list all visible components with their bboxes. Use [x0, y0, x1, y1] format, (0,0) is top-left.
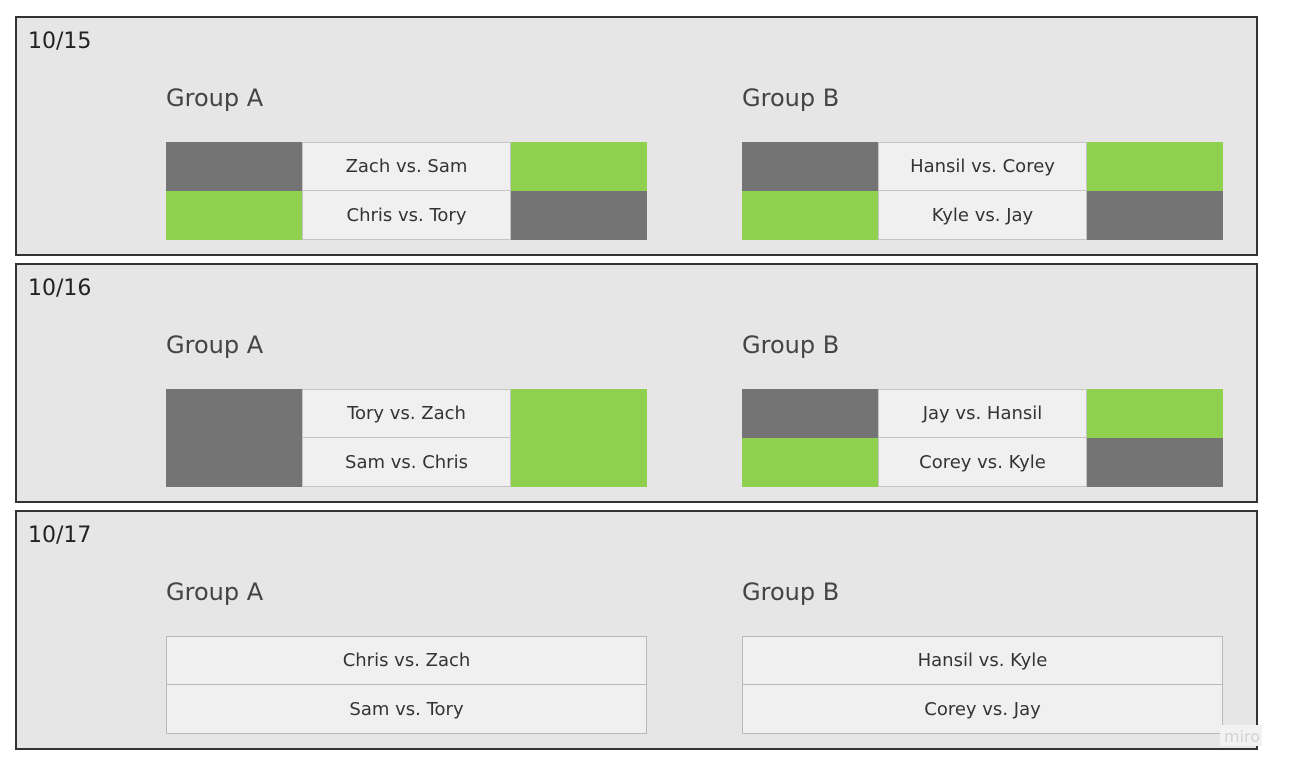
match-label: Jay vs. Hansil — [878, 389, 1087, 438]
result-right-win — [511, 389, 647, 438]
result-left-loss — [166, 142, 302, 191]
match-label: Sam vs. Chris — [302, 438, 511, 487]
match-label: Corey vs. Kyle — [878, 438, 1087, 487]
match-row: Kyle vs. Jay — [742, 191, 1223, 240]
result-right-win — [511, 142, 647, 191]
match-label: Hansil vs. Kyle — [742, 636, 1223, 685]
day-panel-10-16: 10/16 Group A Group B Tory vs. Zach Sam … — [15, 263, 1258, 503]
day-date: 10/15 — [28, 29, 92, 54]
day-panel-10-15: 10/15 Group A Group B Zach vs. Sam Chris… — [15, 16, 1258, 256]
result-right-win — [1087, 389, 1223, 438]
group-b-title: Group B — [742, 84, 840, 112]
match-label: Chris vs. Zach — [166, 636, 647, 685]
match-row: Chris vs. Tory — [166, 191, 647, 240]
result-left-win — [166, 191, 302, 240]
match-row: Corey vs. Kyle — [742, 438, 1223, 487]
day-date: 10/17 — [28, 523, 92, 548]
match-row: Sam vs. Tory — [166, 685, 647, 734]
group-b-matches: Hansil vs. Corey Kyle vs. Jay — [742, 142, 1223, 241]
match-label: Zach vs. Sam — [302, 142, 511, 191]
result-left-loss — [166, 438, 302, 487]
result-right-loss — [1087, 438, 1223, 487]
group-a-matches: Chris vs. Zach Sam vs. Tory — [166, 636, 647, 735]
result-left-loss — [742, 389, 878, 438]
match-label: Chris vs. Tory — [302, 191, 511, 240]
result-right-loss — [1087, 191, 1223, 240]
match-label: Hansil vs. Corey — [878, 142, 1087, 191]
result-right-loss — [511, 191, 647, 240]
match-label: Tory vs. Zach — [302, 389, 511, 438]
match-label: Kyle vs. Jay — [878, 191, 1087, 240]
day-date: 10/16 — [28, 276, 92, 301]
result-left-win — [742, 191, 878, 240]
result-right-win — [1087, 142, 1223, 191]
result-right-win — [511, 438, 647, 487]
result-left-win — [742, 438, 878, 487]
match-row: Chris vs. Zach — [166, 636, 647, 685]
group-a-title: Group A — [166, 578, 264, 606]
match-row: Hansil vs. Corey — [742, 142, 1223, 191]
match-row: Tory vs. Zach — [166, 389, 647, 438]
group-a-title: Group A — [166, 84, 264, 112]
match-row: Sam vs. Chris — [166, 438, 647, 487]
group-a-matches: Tory vs. Zach Sam vs. Chris — [166, 389, 647, 488]
group-a-matches: Zach vs. Sam Chris vs. Tory — [166, 142, 647, 241]
match-row: Jay vs. Hansil — [742, 389, 1223, 438]
match-label: Corey vs. Jay — [742, 685, 1223, 734]
match-row: Hansil vs. Kyle — [742, 636, 1223, 685]
match-row: Zach vs. Sam — [166, 142, 647, 191]
match-row: Corey vs. Jay — [742, 685, 1223, 734]
group-a-title: Group A — [166, 331, 264, 359]
group-b-matches: Jay vs. Hansil Corey vs. Kyle — [742, 389, 1223, 488]
miro-watermark: miro — [1219, 725, 1262, 746]
day-panel-10-17: 10/17 Group A Group B Chris vs. Zach Sam… — [15, 510, 1258, 750]
group-b-matches: Hansil vs. Kyle Corey vs. Jay — [742, 636, 1223, 735]
result-left-loss — [742, 142, 878, 191]
result-left-loss — [166, 389, 302, 438]
group-b-title: Group B — [742, 331, 840, 359]
match-label: Sam vs. Tory — [166, 685, 647, 734]
group-b-title: Group B — [742, 578, 840, 606]
